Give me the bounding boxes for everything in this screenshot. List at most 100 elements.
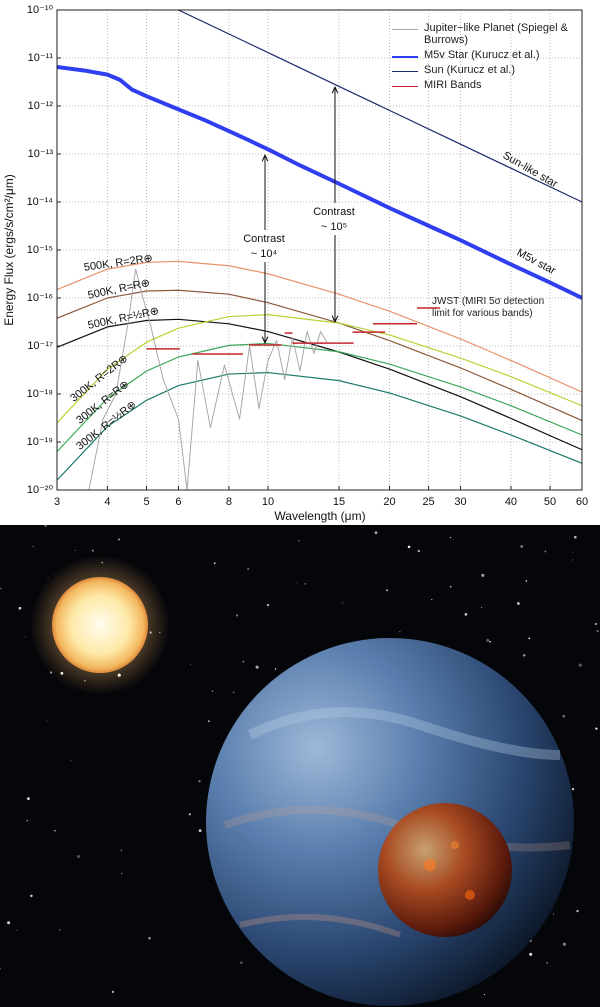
y-tick-label: 10⁻¹⁸ [27, 388, 53, 400]
star-dot [111, 990, 114, 993]
star-dot [578, 663, 582, 667]
star-dot [489, 640, 491, 643]
star-dot [240, 961, 243, 965]
annotation-bg [310, 203, 360, 235]
y-tick-label: 10⁻²⁰ [27, 484, 54, 496]
legend-label: MIRI Bands [424, 79, 482, 91]
star-dot [247, 676, 249, 677]
x-tick-label: 25 [422, 496, 434, 508]
star-dot [304, 583, 306, 585]
star-dot [44, 525, 47, 527]
curve-label: 500K, R=2R⊕ [83, 252, 153, 274]
star-dot [26, 819, 28, 822]
star-dot [449, 585, 452, 588]
star-dot [399, 630, 401, 633]
series-line [57, 64, 582, 300]
star-dot [74, 549, 76, 551]
legend-item: MIRI Bands [392, 79, 580, 91]
y-tick-label: 10⁻¹⁹ [27, 436, 53, 448]
annotation: ~ 10⁵ [321, 221, 347, 233]
star-dot [596, 629, 599, 633]
star-dot [298, 540, 300, 542]
star-dot [546, 961, 549, 964]
star-dot [77, 855, 80, 858]
plot-area [57, 10, 582, 490]
x-tick-label: 30 [454, 496, 466, 508]
star-dot [544, 550, 547, 553]
x-tick-label: 5 [143, 496, 149, 508]
star-dot [120, 872, 123, 875]
star-dot [0, 587, 2, 590]
star-dot [188, 813, 191, 816]
legend-swatch [392, 71, 418, 72]
legend-swatch [392, 86, 418, 87]
legend-item: Jupiter−like Planet (Spiegel & Burrows) [392, 22, 580, 46]
star-dot [232, 691, 235, 694]
x-tick-label: 8 [226, 496, 232, 508]
legend-label: Jupiter−like Planet (Spiegel & Burrows) [424, 22, 568, 46]
x-axis-label: Wavelength (μm) [274, 509, 365, 523]
series-line [57, 342, 582, 453]
star-dot [571, 787, 575, 791]
star-dot [242, 660, 245, 663]
moon [378, 803, 512, 937]
moon-lava [451, 841, 459, 849]
star-dot [562, 714, 565, 718]
annotation: Contrast [313, 206, 355, 218]
star-dot [46, 720, 48, 722]
star-dot [148, 936, 151, 940]
star-dot [120, 849, 122, 851]
star-dot [595, 727, 598, 730]
planet-band [247, 707, 561, 760]
star-dot [7, 921, 11, 925]
star-dot [528, 637, 531, 640]
y-tick-label: 10⁻¹³ [28, 148, 54, 160]
legend-label: M5v Star (Kurucz et al.) [424, 49, 540, 61]
star-dot [47, 576, 49, 578]
star-dot [407, 545, 411, 549]
y-tick-label: 10⁻¹⁵ [27, 244, 53, 256]
illustration [0, 525, 600, 1007]
star-dot [213, 562, 216, 565]
chart: 3 4 5 6 8 10 15 20 25 30 40 50 60 10⁻²⁰ 10⁻¹⁹ 10⁻¹⁸ 10⁻¹… [0, 0, 600, 525]
star-dot [274, 668, 277, 670]
y-tick-label: 10⁻¹⁷ [27, 340, 53, 352]
y-tick-label: 10⁻¹² [28, 100, 54, 112]
star-dot [198, 829, 202, 833]
y-tick-label: 10⁻¹¹ [28, 52, 54, 64]
star-dot [486, 638, 490, 642]
star-dot [32, 545, 34, 547]
annotation: JWST (MIRI 5σ detection limit for variou… [432, 296, 545, 319]
x-tick-label: 3 [54, 496, 60, 508]
star-dot [520, 545, 524, 548]
star-dot [27, 797, 30, 800]
series-line [57, 318, 582, 451]
planet-band [239, 914, 402, 938]
star-dot [449, 536, 452, 539]
star-dot [431, 598, 433, 601]
legend-item: Sun (Kurucz et al.) [392, 64, 580, 76]
star-dot [481, 573, 485, 577]
y-axis-label: Energy Flux (ergs/s/cm²/μm) [2, 174, 16, 326]
star-dot [70, 760, 72, 762]
star-dot [571, 559, 573, 561]
y-tick-label: 10⁻¹⁰ [27, 4, 54, 16]
star-dot [54, 829, 56, 832]
star-dot [91, 549, 94, 552]
series-line [57, 371, 582, 481]
star-dot [207, 720, 210, 723]
star-dot [481, 607, 483, 608]
series-line [178, 10, 582, 203]
x-tick-label: 10 [262, 496, 274, 508]
star-dot [235, 614, 239, 617]
y-tick-label: 10⁻¹⁴ [27, 196, 54, 208]
star-dot [189, 664, 191, 666]
star-dot [525, 580, 528, 582]
legend-swatch [392, 29, 418, 30]
star-dot [247, 568, 249, 570]
star-dot [572, 551, 574, 553]
y-tick-label: 10⁻¹⁶ [27, 292, 53, 304]
star-dot [516, 602, 520, 605]
star-dot [529, 952, 533, 956]
